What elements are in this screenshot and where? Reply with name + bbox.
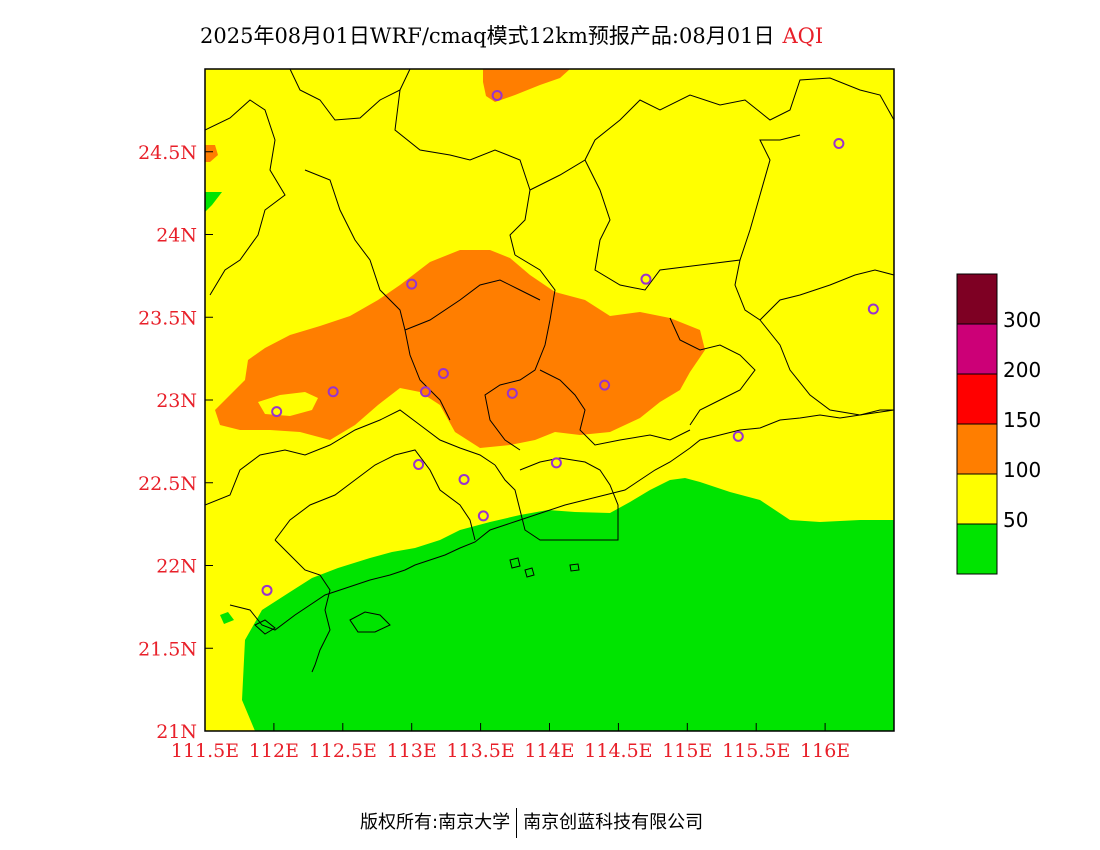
lon-tick-label: 113E bbox=[387, 740, 437, 762]
city-marker bbox=[327, 386, 339, 398]
lon-tick-label: 111.5E bbox=[171, 740, 239, 762]
legend-swatch bbox=[956, 323, 998, 375]
boundaries bbox=[205, 69, 894, 673]
legend-label: 300 bbox=[1003, 308, 1041, 332]
city-marker bbox=[458, 473, 470, 485]
axis-ticks: 111.5E 112E 112.5E 113E 113.5E 114E 114.5E 115E… bbox=[138, 142, 850, 762]
city-marker bbox=[867, 303, 879, 315]
city-marker bbox=[640, 273, 652, 285]
footer-copyright: 版权所有:南京大学 bbox=[360, 812, 511, 833]
legend-label: 200 bbox=[1003, 358, 1041, 382]
footer-divider bbox=[516, 808, 518, 838]
legend-swatch bbox=[956, 373, 998, 425]
city-marker bbox=[491, 89, 503, 101]
lat-tick-label: 23.5N bbox=[138, 307, 197, 329]
city-marker bbox=[550, 457, 562, 469]
aqi-zone-usg-north bbox=[483, 69, 570, 102]
boundary-line bbox=[274, 539, 331, 673]
footer-company: 南京创蓝科技有限公司 bbox=[523, 812, 704, 833]
city-marker bbox=[406, 278, 418, 290]
island-outline bbox=[524, 567, 535, 578]
lon-tick-label: 112E bbox=[249, 740, 299, 762]
boundary-line bbox=[404, 279, 541, 331]
lon-tick-label: 116E bbox=[800, 740, 850, 762]
boundary-line bbox=[304, 169, 451, 421]
aqi-zone-good-south bbox=[242, 478, 894, 731]
city-marker bbox=[506, 387, 518, 399]
boundary-line bbox=[484, 254, 556, 451]
city-marker bbox=[599, 379, 611, 391]
coastline bbox=[229, 409, 894, 631]
title-main: 2025年08月01日WRF/cmaq模式12km预报产品:08月01日 bbox=[200, 24, 775, 48]
city-marker bbox=[261, 584, 273, 596]
lon-tick-label: 114.5E bbox=[584, 740, 652, 762]
lon-tick-label: 115.5E bbox=[722, 740, 790, 762]
island-outline bbox=[254, 619, 276, 635]
legend-label: 150 bbox=[1003, 408, 1041, 432]
boundary-line bbox=[394, 89, 531, 256]
copyright-footer: 版权所有:南京大学 南京创蓝科技有限公司 bbox=[360, 808, 703, 838]
boundary-line bbox=[205, 99, 286, 296]
legend-label: 50 bbox=[1003, 508, 1028, 532]
pollution-field bbox=[205, 69, 894, 731]
legend-swatch bbox=[956, 273, 998, 325]
aqi-zone-good-west bbox=[205, 192, 222, 212]
city-marker bbox=[271, 406, 283, 418]
lat-tick-label: 22.5N bbox=[138, 473, 197, 495]
island-outline bbox=[349, 611, 391, 633]
legend-label: 100 bbox=[1003, 458, 1041, 482]
city-markers bbox=[261, 89, 879, 596]
boundary-line bbox=[529, 77, 894, 191]
lon-tick-label: 113.5E bbox=[446, 740, 514, 762]
lat-tick-label: 24N bbox=[156, 225, 197, 247]
city-marker bbox=[437, 368, 449, 380]
city-marker bbox=[732, 430, 744, 442]
boundary-line bbox=[289, 69, 411, 121]
aqi-zone-usg-central bbox=[215, 250, 705, 448]
boundary-line bbox=[669, 317, 756, 426]
lat-tick-label: 24.5N bbox=[138, 142, 197, 164]
aqi-legend: 300 200 150 100 50 bbox=[956, 273, 1041, 575]
boundary-line bbox=[274, 449, 476, 541]
boundary-line bbox=[734, 259, 894, 321]
lon-tick-label: 114E bbox=[524, 740, 574, 762]
boundary-line bbox=[205, 409, 496, 506]
island-outline bbox=[509, 557, 521, 569]
boundary-line bbox=[539, 369, 691, 446]
boundary-line bbox=[584, 134, 801, 291]
legend-swatch bbox=[956, 473, 998, 525]
aqi-zone-usg-west bbox=[205, 145, 218, 162]
city-marker bbox=[419, 386, 431, 398]
lat-tick-label: 22N bbox=[156, 556, 197, 578]
legend-swatch bbox=[956, 523, 998, 575]
aqi-zone-good-islet bbox=[220, 612, 234, 624]
lat-tick-label: 23N bbox=[156, 390, 197, 412]
lat-tick-label: 21N bbox=[156, 721, 197, 743]
map-title: 2025年08月01日WRF/cmaq模式12km预报产品:08月01日 AQI bbox=[200, 20, 920, 50]
lon-tick-label: 115E bbox=[662, 740, 712, 762]
island-outline bbox=[569, 563, 580, 572]
city-marker bbox=[413, 459, 425, 471]
boundary-line bbox=[494, 457, 619, 541]
city-marker bbox=[477, 510, 489, 522]
title-variable: AQI bbox=[782, 24, 824, 48]
legend-swatch bbox=[956, 423, 998, 475]
lon-tick-label: 112.5E bbox=[309, 740, 377, 762]
city-marker bbox=[833, 137, 845, 149]
lat-tick-label: 21.5N bbox=[138, 638, 197, 660]
